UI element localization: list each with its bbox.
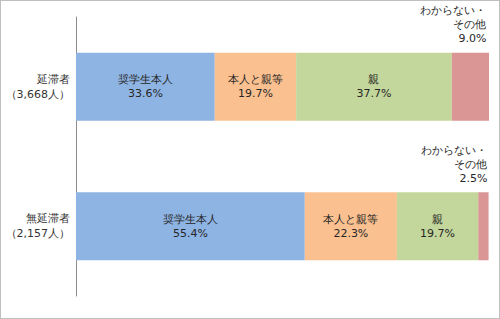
svg-text:その他: その他 <box>453 18 486 31</box>
svg-text:37.7%: 37.7% <box>357 87 392 100</box>
svg-text:奨学生本人: 奨学生本人 <box>163 213 218 226</box>
svg-text:本人と親等: 本人と親等 <box>228 73 283 86</box>
svg-text:（2,157人）: （2,157人） <box>6 227 71 240</box>
svg-text:（3,668人）: （3,668人） <box>6 88 71 101</box>
svg-text:22.3%: 22.3% <box>333 227 368 240</box>
svg-text:わからない・: わからない・ <box>421 144 487 157</box>
svg-text:2.5%: 2.5% <box>459 172 487 185</box>
svg-text:本人と親等: 本人と親等 <box>323 213 378 226</box>
svg-text:延滞者: 延滞者 <box>36 73 70 86</box>
svg-text:33.6%: 33.6% <box>128 87 163 100</box>
svg-text:19.7%: 19.7% <box>420 227 455 240</box>
svg-text:55.4%: 55.4% <box>173 227 208 240</box>
svg-text:無延滞者: 無延滞者 <box>26 212 70 225</box>
svg-text:9.0%: 9.0% <box>458 32 486 45</box>
svg-text:わからない・: わからない・ <box>420 4 486 17</box>
svg-text:親: 親 <box>432 213 443 226</box>
svg-text:奨学生本人: 奨学生本人 <box>118 73 173 86</box>
svg-text:その他: その他 <box>454 158 487 171</box>
svg-text:親: 親 <box>368 73 379 86</box>
svg-text:19.7%: 19.7% <box>238 87 273 100</box>
